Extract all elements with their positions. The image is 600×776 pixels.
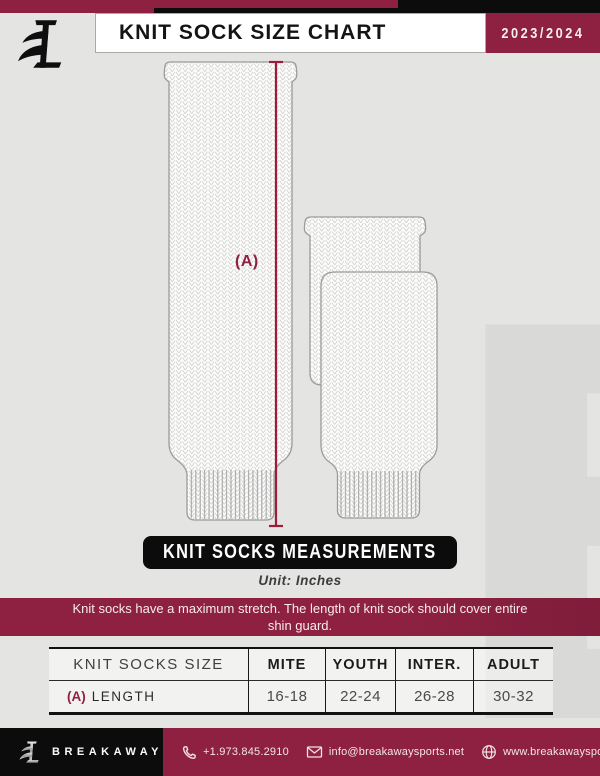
- length-value-inter: 26-28: [395, 680, 473, 712]
- footer-email: info@breakawaysports.net: [306, 745, 464, 759]
- breakaway-logo-icon-footer: [19, 741, 39, 763]
- sock-small: [320, 271, 438, 519]
- footer: BREAKAWAY +1.973.845.2910 info@breakaway…: [0, 728, 600, 776]
- footer-phone: +1.973.845.2910: [182, 745, 289, 760]
- footer-website-text: www.breakawaysports.net: [503, 746, 600, 758]
- title-bar: KNIT SOCK SIZE CHART: [95, 13, 486, 53]
- length-value-adult: 30-32: [473, 680, 553, 712]
- stretch-note-text: Knit socks have a maximum stretch. The l…: [72, 601, 528, 633]
- length-value-youth: 22-24: [325, 680, 395, 712]
- page-title: KNIT SOCK SIZE CHART: [119, 21, 387, 44]
- phone-icon: [182, 745, 196, 759]
- size-table: KNIT SOCKS SIZE MITE YOUTH INTER. ADULT …: [49, 647, 553, 715]
- length-key: (A): [67, 689, 86, 704]
- footer-brand-block: BREAKAWAY: [0, 728, 163, 776]
- footer-email-text: info@breakawaysports.net: [328, 746, 465, 758]
- unit-label: Unit: Inches: [258, 573, 342, 588]
- measurement-line-a: [269, 60, 283, 528]
- length-value-mite: 16-18: [248, 680, 325, 712]
- sock-large: [163, 61, 298, 521]
- knit-socks-illustration: [163, 60, 438, 528]
- table-header-size: KNIT SOCKS SIZE: [73, 656, 224, 673]
- season-label: 2023/2024: [501, 24, 585, 42]
- header-strip-maroon: [0, 0, 398, 8]
- stretch-note-banner: Knit socks have a maximum stretch. The l…: [0, 598, 600, 636]
- measurements-banner: KNIT SOCKS MEASUREMENTS: [143, 536, 457, 569]
- footer-brand-name: BREAKAWAY: [52, 746, 163, 758]
- season-badge: 2023/2024: [486, 13, 600, 53]
- table-header-inter: INTER.: [395, 649, 473, 680]
- footer-contact-block: +1.973.845.2910 info@breakawaysports.net…: [163, 728, 600, 776]
- footer-website: www.breakawaysports.net: [481, 744, 600, 760]
- footer-phone-text: +1.973.845.2910: [203, 746, 289, 758]
- table-row-length-label: (A) LENGTH: [49, 680, 248, 712]
- globe-icon: [482, 745, 496, 759]
- email-icon: [306, 746, 323, 758]
- breakaway-logo-icon: [18, 20, 62, 68]
- measurement-label-a: (A): [235, 253, 259, 270]
- length-label: LENGTH: [91, 689, 156, 704]
- table-header-adult: ADULT: [473, 649, 553, 680]
- measurements-banner-label: KNIT SOCKS MEASUREMENTS: [163, 541, 437, 563]
- table-header-youth: YOUTH: [325, 649, 395, 680]
- table-header-mite: MITE: [248, 649, 325, 680]
- header-strip-maroon-left: [0, 0, 154, 13]
